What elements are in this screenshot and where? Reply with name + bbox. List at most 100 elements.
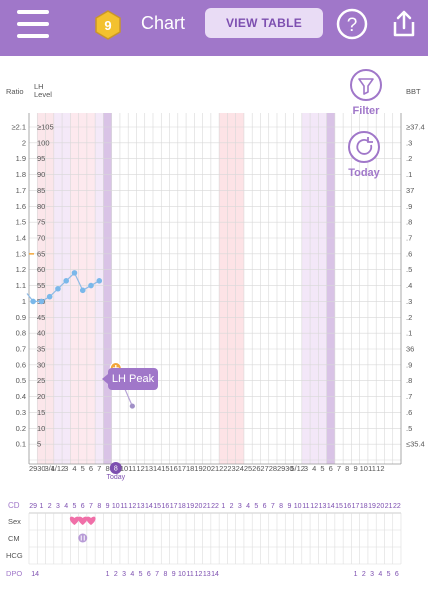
today-date-label: 8 xyxy=(114,466,118,473)
date-tick-label: 27 xyxy=(260,464,268,473)
cd-value: 11 xyxy=(120,503,127,510)
dpo-value: 11 xyxy=(187,571,194,578)
date-tick-label: 21 xyxy=(211,464,219,473)
dpo-value: 4 xyxy=(378,571,382,578)
ratio-data-point xyxy=(63,278,69,284)
date-tick-label: 29 xyxy=(277,464,285,473)
cd-value: 14 xyxy=(327,503,335,510)
top-bar: 9 Chart VIEW TABLE ? xyxy=(0,0,428,56)
ratio-tick-label: 0.2 xyxy=(16,424,26,433)
cd-row-label: CD xyxy=(8,501,20,510)
menu-icon[interactable] xyxy=(17,10,49,38)
ratio-data-point xyxy=(71,270,78,276)
lh-tick-label: 20 xyxy=(37,392,45,401)
cd-value: 22 xyxy=(393,503,401,510)
cd-value: 9 xyxy=(287,503,291,510)
date-tick-label: 13 xyxy=(145,464,153,473)
cd-value: 19 xyxy=(368,503,376,510)
share-icon[interactable] xyxy=(388,8,420,40)
dpo-value: 6 xyxy=(395,571,399,578)
ratio-data-point xyxy=(55,285,61,292)
bbt-tick-label: .2 xyxy=(406,154,412,163)
lh-data-point xyxy=(129,403,135,409)
cd-value: 4 xyxy=(246,503,250,510)
lh-tick-label: 60 xyxy=(37,265,45,274)
bbt-tick-label: .6 xyxy=(406,408,412,417)
ratio-tick-label: 1.6 xyxy=(16,202,26,211)
ratio-tick-label: 0.5 xyxy=(16,376,26,385)
dpo-value: 12 xyxy=(195,571,203,578)
ratio-tick-label: 0.3 xyxy=(16,408,26,417)
bbt-tick-label: .7 xyxy=(406,392,412,401)
filter-button[interactable]: Filter xyxy=(346,68,386,117)
lh-tick-label: 15 xyxy=(37,408,45,417)
cd-value: 22 xyxy=(211,503,219,510)
date-tick-label: 25 xyxy=(244,464,252,473)
shaded-band xyxy=(326,113,335,464)
ratio-data-point xyxy=(38,298,45,305)
help-icon[interactable]: ? xyxy=(336,8,368,40)
bbt-tick-label: .1 xyxy=(406,170,412,179)
date-tick-label: 4 xyxy=(312,464,316,473)
heart-icon xyxy=(78,516,88,525)
lh-tick-label: 35 xyxy=(37,345,45,354)
ratio-tick-label: 1.5 xyxy=(16,218,26,227)
cm-row-label: CM xyxy=(8,534,20,543)
dpo-row-label: DPO xyxy=(6,569,22,578)
ratio-data-point xyxy=(46,293,53,300)
date-tick-label: 15 xyxy=(161,464,169,473)
dpo-value: 5 xyxy=(387,571,391,578)
ratio-tick-label: 1.7 xyxy=(16,186,26,195)
date-tick-label: 5 xyxy=(320,464,324,473)
lh-tick-label: 90 xyxy=(37,170,45,179)
dpo-value: 3 xyxy=(370,571,374,578)
cd-value: 14 xyxy=(145,503,153,510)
bbt-tick-label: .5 xyxy=(406,265,412,274)
ratio-tick-label: 1.8 xyxy=(16,170,26,179)
lh-tick-label: 75 xyxy=(37,218,45,227)
date-tick-label: 6 xyxy=(89,464,93,473)
cd-value: 21 xyxy=(385,503,393,510)
svg-text:?: ? xyxy=(347,15,358,36)
date-tick-label: 5/12 xyxy=(290,464,305,473)
dpo-value: 2 xyxy=(114,571,118,578)
date-tick-label: 12 xyxy=(136,464,144,473)
bbt-tick-label: 37 xyxy=(406,186,414,195)
view-table-button[interactable]: VIEW TABLE xyxy=(205,8,323,38)
lh-axis-title: LH xyxy=(34,82,44,91)
date-tick-label: 10 xyxy=(120,464,128,473)
dpo-value: 13 xyxy=(203,571,211,578)
dpo-value: 5 xyxy=(139,571,143,578)
ratio-tick-label: ≥2.1 xyxy=(11,123,26,132)
date-tick-label: 3 xyxy=(304,464,308,473)
cd-value: 21 xyxy=(203,503,211,510)
today-button[interactable]: Today xyxy=(344,130,384,179)
cd-value: 6 xyxy=(263,503,267,510)
ratio-tick-label: 0.8 xyxy=(16,329,26,338)
dpo-value: 8 xyxy=(163,571,167,578)
lh-tick-label: 5 xyxy=(37,440,41,449)
cd-value: 16 xyxy=(162,503,170,510)
cd-value: 2 xyxy=(48,503,52,510)
date-tick-label: 6 xyxy=(329,464,333,473)
shaded-band xyxy=(219,113,244,464)
badge-count: 9 xyxy=(104,18,111,33)
date-tick-label: 5 xyxy=(81,464,85,473)
ratio-data-point xyxy=(30,298,36,305)
level-badge-icon[interactable]: 9 xyxy=(93,10,123,40)
bbt-tick-label: .5 xyxy=(406,424,412,433)
lh-tick-label: 55 xyxy=(37,281,45,290)
ratio-tick-label: 1 xyxy=(22,297,26,306)
lh-tick-label: 85 xyxy=(37,186,45,195)
ratio-tick-label: 1.1 xyxy=(16,281,26,290)
date-tick-label: 4/12 xyxy=(51,464,66,473)
cd-value: 29 xyxy=(29,503,37,510)
today-label: Today xyxy=(348,167,380,179)
dpo-value: 6 xyxy=(147,571,151,578)
cd-value: 15 xyxy=(335,503,343,510)
cd-value: 19 xyxy=(186,503,194,510)
ratio-tick-label: 0.1 xyxy=(16,440,26,449)
sex-row-label: Sex xyxy=(8,517,21,526)
ratio-tick-label: 0.9 xyxy=(16,313,26,322)
date-tick-label: 14 xyxy=(153,464,161,473)
